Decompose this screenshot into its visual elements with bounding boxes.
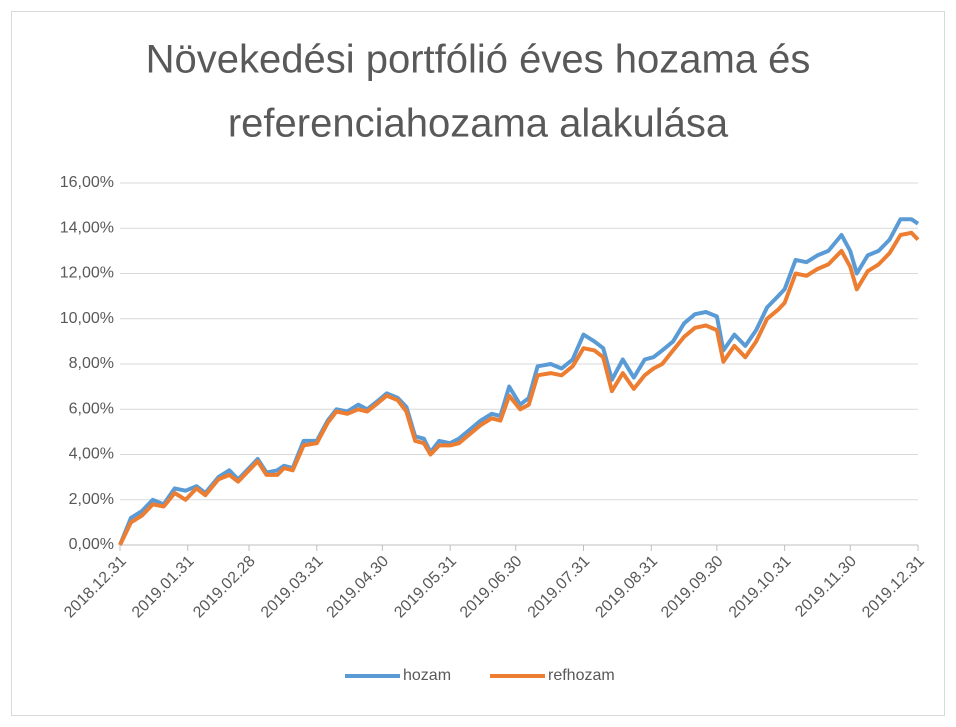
- y-tick-label: 6,00%: [69, 400, 114, 417]
- chart-title: referenciahozama alakulása: [228, 102, 729, 146]
- y-tick-label: 4,00%: [69, 446, 114, 463]
- chart-title: Növekedési portfólió éves hozama és: [146, 38, 811, 82]
- y-tick-label: 12,00%: [60, 265, 114, 282]
- y-tick-label: 0,00%: [69, 536, 114, 553]
- y-tick-label: 10,00%: [60, 310, 114, 327]
- series-line: [118, 230, 920, 546]
- legend-label: hozam: [403, 667, 451, 684]
- y-tick-label: 2,00%: [69, 491, 114, 508]
- legend-label: refhozam: [548, 667, 615, 684]
- y-tick-label: 14,00%: [60, 219, 114, 236]
- y-tick-label: 16,00%: [60, 174, 114, 191]
- y-tick-label: 8,00%: [69, 355, 114, 372]
